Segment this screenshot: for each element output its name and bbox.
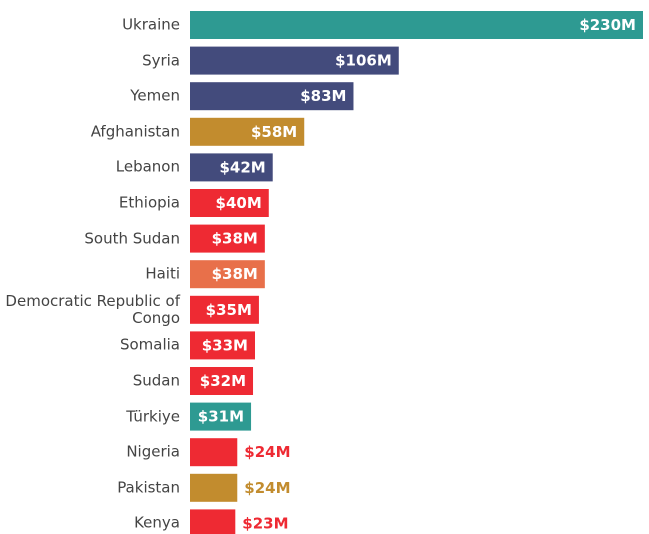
category-label: Democratic Republic of Congo — [5, 291, 180, 327]
category-label: South Sudan — [84, 229, 180, 248]
category-label: Türkiye — [126, 407, 180, 426]
bar — [190, 82, 354, 111]
bar — [190, 473, 238, 502]
value-label: $106M — [335, 52, 392, 70]
bar — [190, 367, 254, 395]
category-label: Kenya — [134, 513, 180, 532]
bar — [190, 438, 238, 467]
bar — [190, 153, 273, 182]
value-label: $40M — [216, 194, 262, 212]
value-label: $32M — [200, 372, 246, 390]
bar — [190, 189, 269, 217]
value-label: $24M — [244, 479, 290, 497]
value-label: $35M — [206, 301, 252, 319]
category-label: Afghanistan — [90, 122, 180, 141]
value-label: $230M — [579, 16, 636, 34]
bar — [190, 509, 236, 534]
bar — [190, 402, 252, 431]
value-label: $38M — [212, 265, 258, 283]
category-label: Syria — [142, 51, 180, 70]
bar — [190, 224, 265, 253]
value-label: $23M — [242, 514, 288, 532]
bar — [190, 331, 255, 360]
bar — [190, 260, 265, 289]
value-label: $38M — [212, 230, 258, 248]
category-label: Ethiopia — [118, 193, 180, 212]
value-label: $33M — [202, 336, 248, 354]
bar — [190, 46, 399, 75]
value-label: $42M — [219, 158, 265, 176]
bar — [190, 295, 259, 324]
category-label: Haiti — [145, 264, 180, 283]
value-label: $58M — [251, 123, 297, 141]
category-label: Nigeria — [126, 442, 180, 461]
category-label: Ukraine — [122, 15, 180, 34]
category-label: Somalia — [119, 335, 180, 354]
value-label: $31M — [198, 408, 244, 426]
category-label: Pakistan — [117, 478, 180, 497]
value-label: $83M — [300, 87, 346, 105]
category-label: Lebanon — [115, 157, 180, 176]
bar — [190, 11, 643, 39]
bar — [190, 117, 305, 146]
value-label: $24M — [244, 443, 290, 461]
category-label: Sudan — [132, 371, 180, 390]
category-label: Yemen — [130, 86, 180, 105]
